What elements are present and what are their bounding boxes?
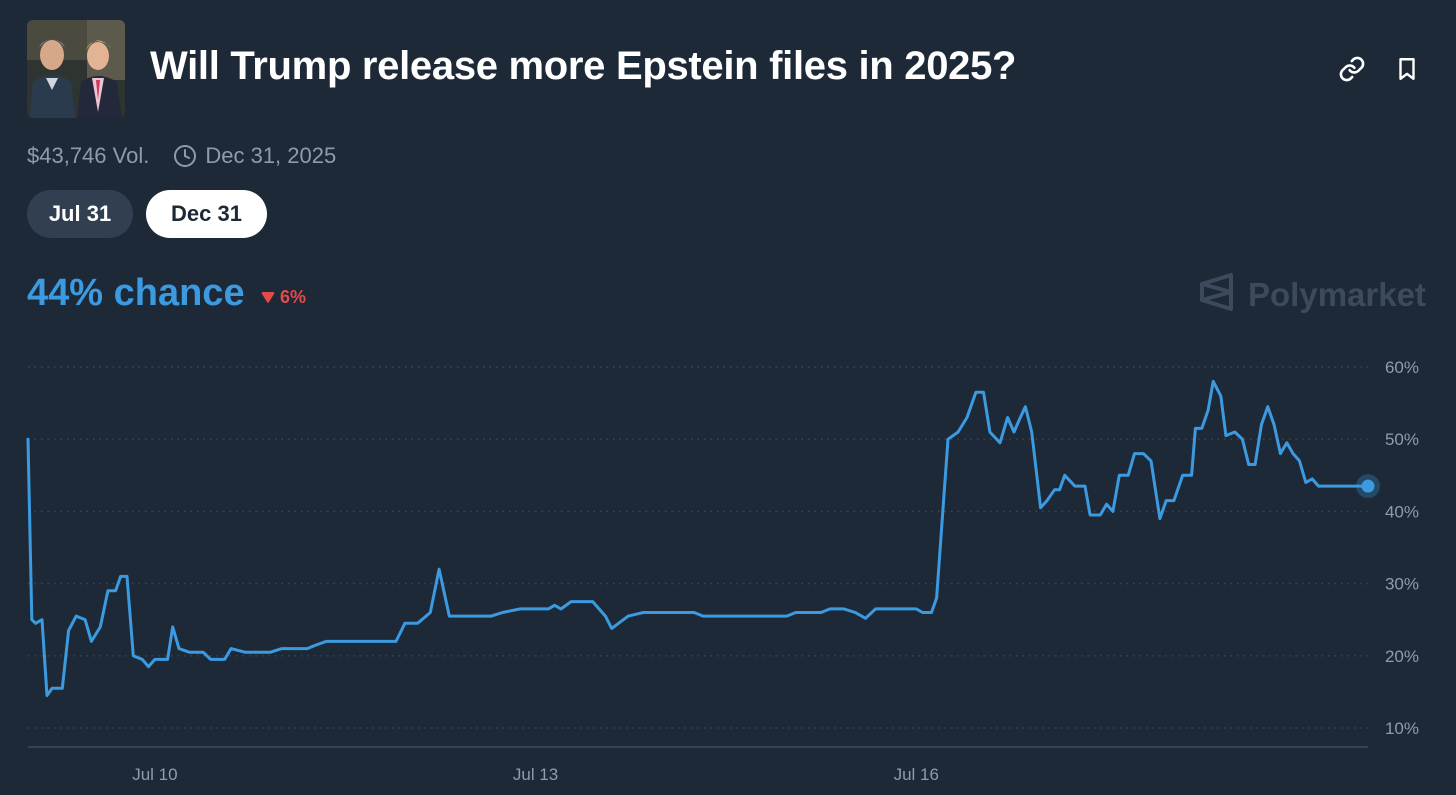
y-tick-label: 10% <box>1385 719 1419 738</box>
series-line <box>26 379 1370 697</box>
bookmark-icon[interactable] <box>1391 53 1423 85</box>
market-image <box>27 20 125 118</box>
polymarket-logo: Polymarket <box>1198 272 1426 317</box>
end-date-text: Dec 31, 2025 <box>205 143 337 168</box>
y-tick-label: 30% <box>1385 575 1419 594</box>
y-tick-label: 20% <box>1385 647 1419 666</box>
down-triangle-icon <box>261 291 275 304</box>
market-title: Will Trump release more Epstein files in… <box>150 44 1017 88</box>
y-tick-label: 50% <box>1385 430 1419 449</box>
delta-value: 6% <box>280 287 307 307</box>
chance-value: 44% chance <box>27 272 245 314</box>
clock-icon <box>173 144 197 168</box>
y-tick-label: 60% <box>1385 358 1419 377</box>
date-tab-dec-31[interactable]: Dec 31 <box>146 190 267 238</box>
current-point <box>1361 479 1375 493</box>
market-meta: $43,746 Vol. Dec 31, 2025 <box>27 143 336 169</box>
y-tick-label: 40% <box>1385 502 1419 521</box>
polymarket-wordmark: Polymarket <box>1248 275 1426 313</box>
x-tick-label: Jul 10 <box>132 765 177 784</box>
date-tab-jul-31[interactable]: Jul 31 <box>27 190 133 238</box>
link-icon[interactable] <box>1336 53 1368 85</box>
x-tick-label: Jul 13 <box>513 765 558 784</box>
x-tick-label: Jul 16 <box>894 765 939 784</box>
volume-text: $43,746 Vol. <box>27 143 150 168</box>
chance-delta: 6% <box>261 287 306 308</box>
polymarket-logo-icon <box>1198 272 1236 317</box>
